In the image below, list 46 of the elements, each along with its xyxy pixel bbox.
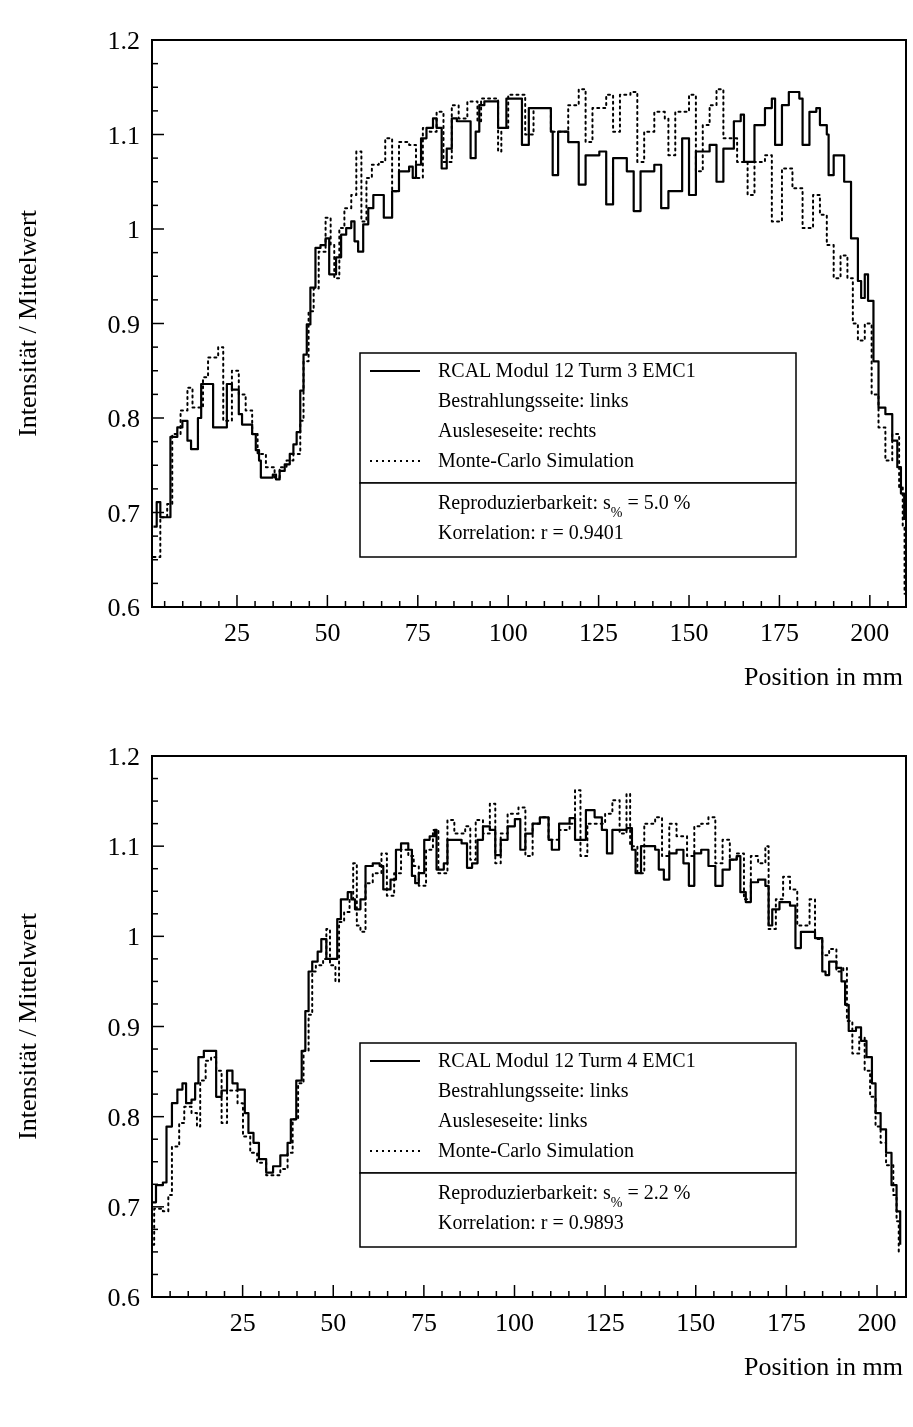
x-tick-label: 50 [314,618,341,647]
x-tick-label: 125 [585,1308,625,1337]
y-tick-label: 0.6 [107,1283,140,1313]
y-tick-label: 1.1 [107,120,140,150]
x-tick-label: 100 [495,1308,534,1337]
y-tick-label: 0.7 [107,1192,140,1222]
y-tick-label: 0.8 [107,404,140,434]
legend-label: Monte-Carlo Simulation [438,449,635,471]
annotation: Ausleseseite: links [438,1109,588,1131]
x-axis-title: Position in mm [744,1352,903,1381]
x-tick-label: 25 [229,1308,256,1337]
x-tick-label: 175 [759,618,799,647]
y-tick-label: 0.6 [107,593,140,623]
y-tick-label: 1.1 [107,832,140,862]
legend-label: Monte-Carlo Simulation [438,1139,635,1161]
annotation: Korrelation: r = 0.9893 [438,1211,624,1233]
x-tick-label: 25 [223,618,250,647]
x-tick-label: 150 [676,1308,716,1337]
annotation: Reproduzierbarkeit: s$_{%}$ = 5.0 % [438,491,691,520]
annotation: Korrelation: r = 0.9401 [438,521,624,543]
annotation: Reproduzierbarkeit: s$_{%}$ = 2.2 % [438,1181,691,1210]
legend-label: RCAL Modul 12 Turm 3 EMC1 [438,359,696,381]
legend-label: RCAL Modul 12 Turm 4 EMC1 [438,1049,696,1071]
y-tick-label: 0.9 [107,1012,140,1042]
y-tick-label: 0.7 [107,498,140,528]
y-tick-label: 1.2 [107,742,140,772]
x-tick-label: 75 [410,1308,437,1337]
x-axis-title: Position in mm [744,662,903,691]
x-tick-label: 200 [857,1308,897,1337]
annotation: Bestrahlungsseite: links [438,389,629,412]
annotation: Ausleseseite: rechts [438,419,597,441]
y-tick-label: 1 [127,215,140,245]
x-tick-label: 200 [850,618,890,647]
y-tick-label: 0.8 [107,1102,140,1132]
x-tick-label: 50 [320,1308,347,1337]
y-tick-label: 1 [127,922,140,952]
x-tick-label: 100 [488,618,528,647]
y-axis-title: Intensität / Mittelwert [13,912,42,1140]
y-axis-title: Intensität / Mittelwert [13,209,42,437]
annotation: Bestrahlungsseite: links [438,1079,629,1102]
y-tick-label: 1.2 [107,26,140,56]
x-tick-label: 125 [579,618,619,647]
y-tick-label: 0.9 [107,309,140,339]
x-tick-label: 150 [669,618,709,647]
x-tick-label: 75 [404,618,431,647]
x-tick-label: 175 [766,1308,806,1337]
